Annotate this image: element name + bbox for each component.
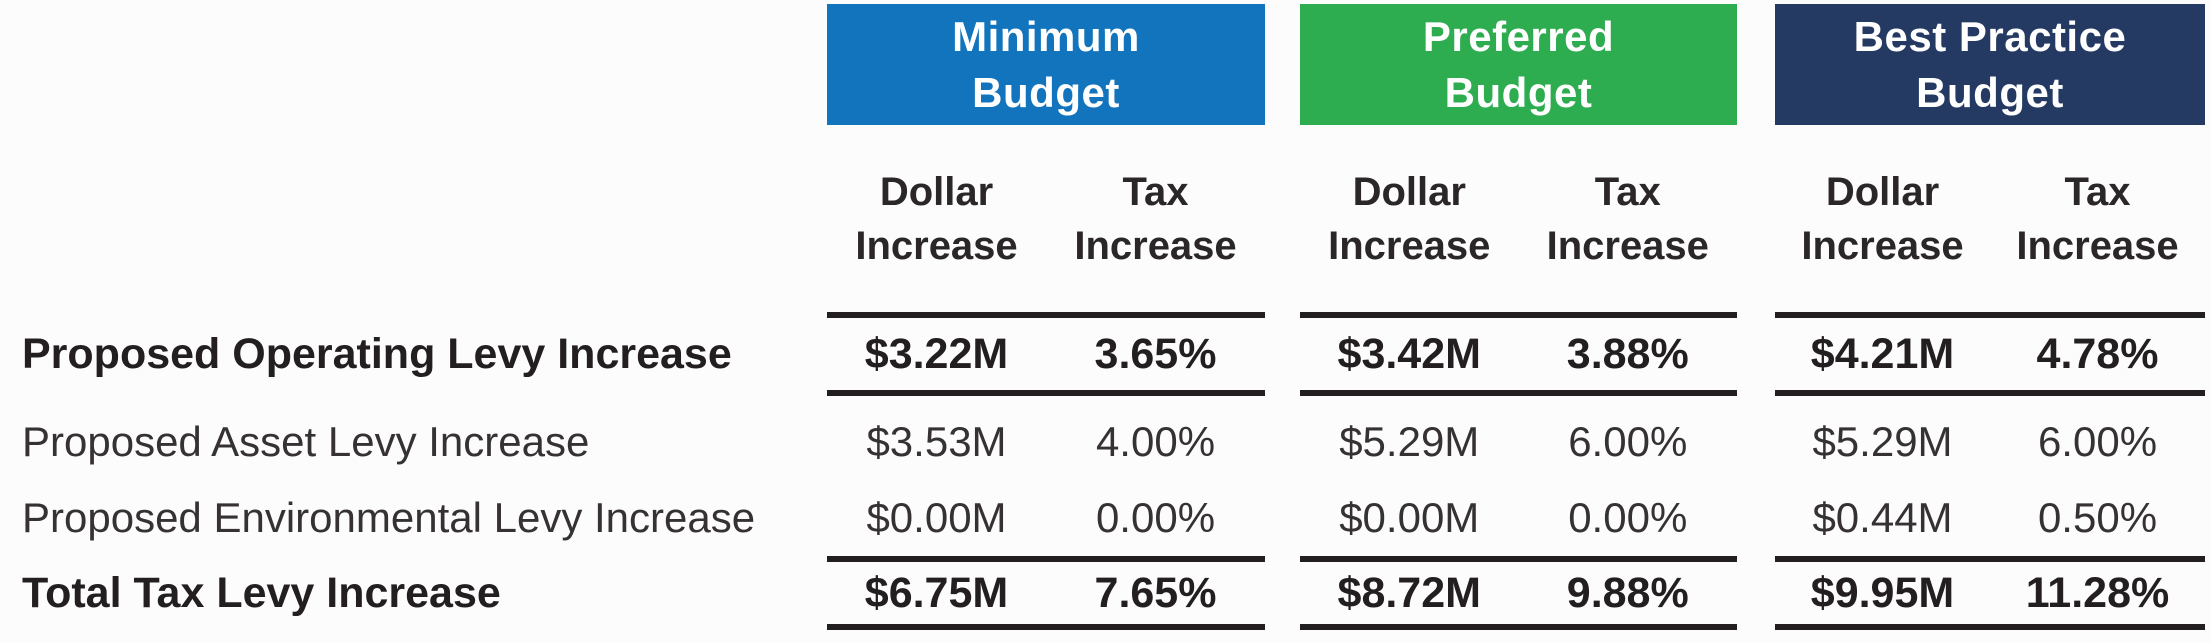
table-row: Proposed Operating Levy Increase: [0, 318, 827, 390]
table-row: $4.21M 4.78%: [1775, 318, 2205, 390]
table-row: Proposed Asset Levy Increase: [0, 404, 827, 480]
table-cell: $3.42M: [1337, 329, 1481, 378]
table-row: $8.72M 9.88%: [1300, 562, 1737, 624]
table-cell: $0.44M: [1812, 494, 1953, 541]
table-row: $5.29M 6.00%: [1300, 404, 1737, 480]
group-title-line: Preferred: [1422, 12, 1615, 60]
table-cell: $9.95M: [1810, 568, 1955, 617]
row-label-environmental: Proposed Environmental Levy Increase: [22, 494, 756, 541]
table-row: $0.44M 0.50%: [1775, 480, 2205, 556]
group-title-line: Budget: [1444, 68, 1593, 116]
tax-increase-header: Tax Increase: [1546, 169, 1709, 268]
label-column-header-spacer: [0, 4, 827, 125]
row-labels-column: Proposed Operating Levy Increase Propose…: [0, 0, 827, 643]
group-title-line: Budget: [972, 68, 1120, 116]
table-row: $5.29M 6.00%: [1775, 404, 2205, 480]
table-cell: $3.53M: [866, 418, 1007, 465]
table-row: $3.42M 3.88%: [1300, 318, 1737, 390]
table-cell: 0.50%: [2037, 494, 2158, 541]
divider-rule: [827, 312, 1265, 318]
table-cell: $8.72M: [1337, 568, 1481, 617]
dollar-increase-header: Dollar Increase: [855, 169, 1018, 268]
table-cell: $5.29M: [1812, 418, 1953, 465]
best-practice-budget-header: Best Practice Budget: [1775, 4, 2205, 125]
table-cell: 3.65%: [1094, 329, 1217, 378]
row-label-asset: Proposed Asset Levy Increase: [22, 418, 590, 465]
divider-rule: [827, 556, 1265, 562]
table-cell: 9.88%: [1566, 568, 1689, 617]
table-row: $0.00M 0.00%: [827, 480, 1265, 556]
table-cell: $5.29M: [1339, 418, 1480, 465]
table-cell: 7.65%: [1094, 568, 1217, 617]
best-practice-budget-column-group: Best Practice Budget Dollar Increase Tax…: [1775, 0, 2205, 643]
table-cell: 4.78%: [2036, 329, 2159, 378]
divider-rule: [827, 624, 1265, 630]
divider-rule: [1775, 624, 2205, 630]
dollar-increase-header: Dollar Increase: [1801, 169, 1964, 268]
group-title-line: Minimum: [952, 12, 1140, 60]
table-row: $3.22M 3.65%: [827, 318, 1265, 390]
tax-increase-header: Tax Increase: [2016, 169, 2179, 268]
minimum-budget-header: Minimum Budget: [827, 4, 1265, 125]
preferred-budget-column-group: Preferred Budget Dollar Increase Tax Inc…: [1300, 0, 1737, 643]
dollar-increase-header: Dollar Increase: [1328, 169, 1491, 268]
row-label-operating: Proposed Operating Levy Increase: [22, 329, 732, 378]
divider-rule: [827, 390, 1265, 396]
minimum-budget-column-group: Minimum Budget Dollar Increase Tax Incre…: [827, 0, 1265, 643]
divider-rule: [1775, 312, 2205, 318]
preferred-budget-header: Preferred Budget: [1300, 4, 1737, 125]
divider-rule: [1300, 624, 1737, 630]
table-cell: 0.00%: [1095, 494, 1216, 541]
divider-rule: [1775, 390, 2205, 396]
table-row: $3.53M 4.00%: [827, 404, 1265, 480]
table-cell: $3.22M: [864, 329, 1009, 378]
group-title-line: Best Practice: [1853, 12, 2127, 60]
table-cell: $4.21M: [1810, 329, 1955, 378]
table-cell: 3.88%: [1566, 329, 1689, 378]
table-cell: 0.00%: [1568, 494, 1688, 541]
table-row: Total Tax Levy Increase: [0, 562, 827, 624]
label-column-subheader-spacer: [0, 125, 827, 312]
table-row: $6.75M 7.65%: [827, 562, 1265, 624]
table-cell: 6.00%: [1568, 418, 1688, 465]
table-row: $9.95M 11.28%: [1775, 562, 2205, 624]
table-cell: $6.75M: [864, 568, 1009, 617]
divider-rule: [1300, 390, 1737, 396]
table-cell: $0.00M: [866, 494, 1007, 541]
table-cell: $0.00M: [1339, 494, 1480, 541]
table-row: $0.00M 0.00%: [1300, 480, 1737, 556]
table-cell: 4.00%: [1095, 418, 1216, 465]
divider-rule: [1300, 312, 1737, 318]
row-label-total: Total Tax Levy Increase: [22, 568, 501, 617]
table-row: Proposed Environmental Levy Increase: [0, 480, 827, 556]
tax-increase-header: Tax Increase: [1074, 169, 1237, 268]
table-cell: 6.00%: [2037, 418, 2158, 465]
divider-rule: [1300, 556, 1737, 562]
divider-rule: [1775, 556, 2205, 562]
table-cell: 11.28%: [2025, 568, 2170, 617]
group-title-line: Budget: [1916, 68, 2064, 116]
